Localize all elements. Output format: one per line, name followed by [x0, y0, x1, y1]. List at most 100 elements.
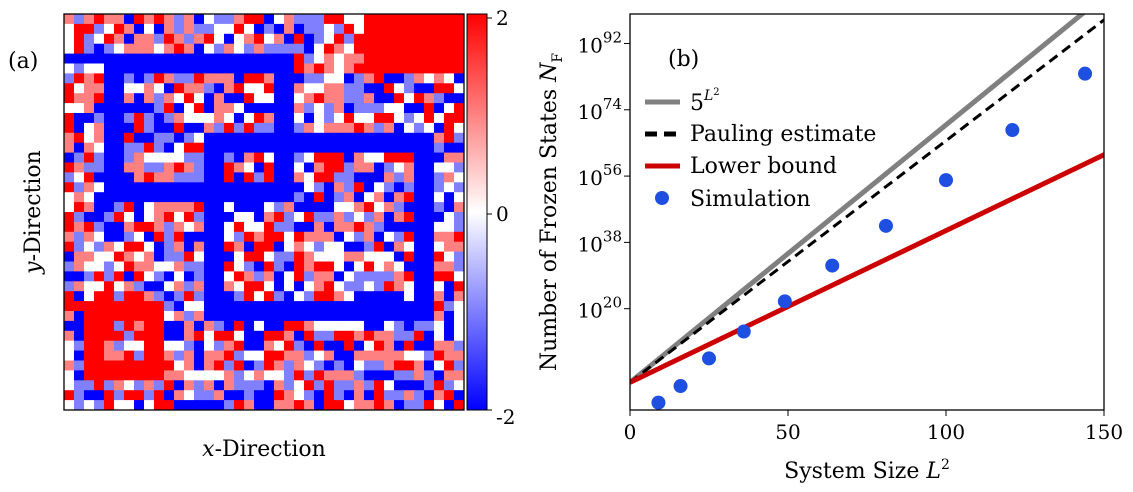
heatmap-cell — [94, 291, 105, 302]
heatmap-cell — [384, 320, 395, 332]
heatmap-cell — [194, 182, 205, 193]
heatmap-cell — [84, 53, 95, 64]
heatmap-cell — [74, 400, 85, 411]
heatmap-cell — [324, 261, 335, 272]
heatmap-cell — [454, 320, 465, 332]
heatmap-cell — [214, 330, 225, 342]
heatmap-cell — [124, 320, 135, 332]
heatmap-cell — [94, 380, 105, 391]
heatmap-cell — [384, 63, 395, 74]
heatmap-cell — [214, 73, 225, 84]
heatmap-cell — [114, 370, 125, 381]
heatmap-cell — [184, 14, 195, 25]
heatmap-cell — [374, 360, 385, 371]
heatmap-cell — [384, 122, 395, 134]
heatmap-cell — [334, 291, 345, 302]
heatmap-cell — [244, 202, 255, 213]
heatmap-cell — [64, 202, 75, 213]
heatmap-cell — [214, 301, 225, 312]
heatmap-cell — [214, 132, 225, 144]
heatmap-cell — [334, 162, 345, 173]
heatmap-cell — [184, 192, 195, 203]
heatmap-cell — [304, 400, 315, 411]
panel-a-label: (a) — [8, 49, 38, 74]
heatmap-cell — [364, 63, 375, 74]
heatmap-cell — [244, 113, 255, 124]
heatmap-cell — [364, 241, 375, 252]
heatmap-cell — [84, 103, 95, 114]
heatmap-cell — [364, 340, 375, 351]
heatmap-cell — [284, 152, 295, 163]
heatmap-cell — [404, 83, 415, 94]
heatmap-cell — [244, 221, 255, 233]
heatmap-cell — [74, 340, 85, 351]
heatmap-cell — [374, 251, 385, 262]
heatmap-cell — [304, 231, 315, 243]
heatmap-cell — [414, 172, 425, 183]
heatmap-cell — [84, 301, 95, 312]
heatmap-cell — [454, 93, 465, 104]
heatmap-cell — [344, 251, 355, 262]
heatmap-cell — [144, 291, 155, 302]
heatmap-cell — [294, 142, 305, 153]
heatmap-cell — [454, 271, 465, 282]
heatmap-cell — [324, 182, 335, 193]
heatmap-cell — [294, 291, 305, 302]
heatmap-cell — [164, 241, 175, 252]
heatmap-cell — [204, 271, 215, 282]
heatmap-cell — [334, 301, 345, 312]
heatmap-cell — [384, 400, 395, 411]
heatmap-cell — [354, 350, 365, 361]
heatmap-cell — [144, 251, 155, 262]
heatmap-cell — [204, 360, 215, 371]
heatmap-cell — [74, 63, 85, 74]
heatmap-cell — [364, 251, 375, 262]
heatmap-cell — [114, 301, 125, 312]
heatmap-cell — [444, 350, 455, 361]
heatmap-cell — [224, 221, 235, 233]
heatmap-cell — [224, 14, 235, 25]
heatmap-cell — [64, 400, 75, 411]
heatmap-cell — [74, 281, 85, 292]
heatmap-cell — [154, 73, 165, 84]
heatmap-cell — [64, 320, 75, 332]
heatmap-cell — [344, 33, 355, 45]
heatmap-cell — [394, 212, 405, 223]
heatmap-cell — [314, 132, 325, 144]
heatmap-cell — [184, 212, 195, 223]
heatmap-cell — [144, 271, 155, 282]
heatmap-cell — [204, 251, 215, 262]
heatmap-cell — [444, 132, 455, 144]
heatmap-cell — [274, 132, 285, 144]
heatmap-cell — [124, 122, 135, 134]
heatmap-cell — [84, 231, 95, 243]
heatmap-cell — [354, 202, 365, 213]
heatmap-cell — [164, 320, 175, 332]
heatmap-cell — [344, 231, 355, 243]
heatmap-cell — [164, 192, 175, 203]
heatmap-cell — [344, 142, 355, 153]
heatmap-cell — [164, 14, 175, 25]
heatmap-cell — [244, 73, 255, 84]
heatmap-cell — [204, 202, 215, 213]
heatmap-cell — [444, 14, 455, 25]
heatmap-cell — [284, 261, 295, 272]
heatmap-cell — [334, 23, 345, 35]
heatmap-cell — [224, 271, 235, 282]
heatmap-cell — [104, 172, 115, 183]
heatmap-cell — [354, 182, 365, 193]
heatmap-cell — [144, 122, 155, 134]
heatmap-cell — [244, 14, 255, 25]
heatmap-cell — [104, 212, 115, 223]
heatmap-cell — [84, 380, 95, 391]
heatmap-cell — [144, 370, 155, 381]
heatmap-cell — [134, 221, 145, 233]
heatmap-cell — [374, 73, 385, 84]
heatmap-cell — [304, 330, 315, 342]
heatmap-cell — [254, 53, 265, 64]
heatmap-cell — [234, 83, 245, 94]
heatmap-cell — [74, 53, 85, 64]
heatmap-cell — [334, 340, 345, 351]
heatmap-cell — [104, 14, 115, 25]
x-tick-label: 150 — [1085, 420, 1123, 444]
